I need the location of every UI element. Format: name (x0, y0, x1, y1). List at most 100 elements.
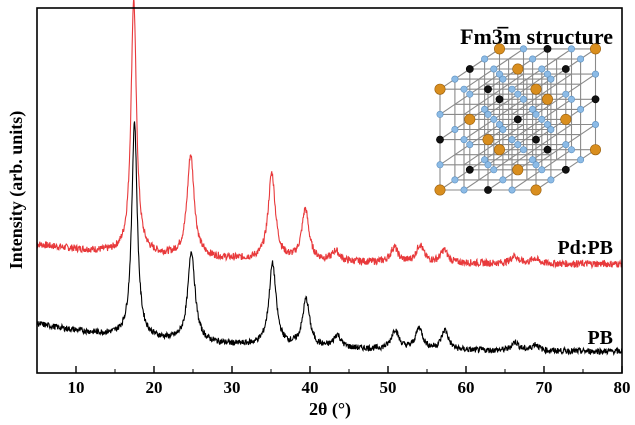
lattice-atom-blue (460, 136, 468, 144)
lattice-atom-blue (481, 156, 489, 164)
lattice-atom-blue (499, 75, 507, 83)
lattice-atom-gold (589, 43, 601, 55)
lattice-atom-black (561, 65, 570, 73)
lattice-atom-gold (493, 43, 505, 55)
lattice-atom-blue (490, 65, 498, 73)
lattice-atom-black (465, 65, 474, 73)
lattice-atom-blue (538, 115, 546, 123)
x-tick-label: 70 (536, 378, 553, 397)
lattice-inset (434, 43, 601, 196)
lattice-atom-blue (481, 105, 489, 113)
lattice-atom-blue (519, 146, 527, 154)
lattice-atom-gold (530, 83, 542, 95)
lattice-atom-gold (589, 144, 601, 156)
lattice-atom-blue (519, 45, 527, 53)
lattice-atom-blue (538, 65, 546, 73)
lattice-atom-blue (481, 55, 489, 63)
lattice-atom-blue (466, 90, 474, 98)
x-tick-label: 40 (302, 378, 319, 397)
lattice-bond (511, 154, 528, 166)
lattice-atom-black (436, 135, 444, 144)
lattice-atom-blue (591, 121, 599, 129)
lattice-atom-blue (508, 186, 516, 194)
lattice-atom-blue (460, 85, 468, 93)
lattice-atom-gold (560, 113, 572, 125)
lattice-atom-blue (466, 141, 474, 149)
lattice-atom-blue (519, 95, 527, 103)
lattice-atom-blue (490, 166, 498, 174)
x-tick-label: 30 (224, 378, 241, 397)
lattice-bond (463, 103, 480, 115)
x-tick-label: 20 (146, 378, 163, 397)
lattice-atom-gold (493, 144, 505, 156)
series-label-pb: PB (587, 327, 613, 349)
lattice-bond (541, 134, 557, 146)
lattice-atom-black (543, 145, 552, 154)
lattice-atom-black (543, 45, 552, 53)
lattice-bond (463, 154, 480, 166)
lattice-atom-blue (451, 75, 459, 83)
lattice-atom-black (484, 186, 492, 194)
lattice-atom-gold (482, 134, 494, 146)
lattice-atom-blue (567, 95, 575, 103)
lattice-bond (526, 144, 543, 156)
lattice-bond (478, 93, 495, 105)
lattice-atom-blue (451, 176, 459, 184)
lattice-atom-blue (508, 136, 516, 144)
lattice-atom-blue (538, 166, 546, 174)
lattice-atom-blue (495, 121, 503, 129)
lattice-atom-blue (451, 126, 459, 134)
lattice-atom-black (495, 95, 504, 104)
lattice-atom-blue (436, 161, 444, 169)
lattice-atom-blue (543, 121, 551, 129)
x-tick-label: 80 (614, 378, 631, 397)
lattice-atom-blue (577, 156, 585, 164)
lattice-bond (478, 144, 495, 156)
lattice-atom-black (513, 115, 522, 124)
lattice-atom-gold (530, 184, 542, 196)
x-ticks: 10 20 30 40 50 60 70 80 (36, 366, 631, 397)
lattice-atom-blue (484, 110, 492, 118)
series-label-pd-pb: Pd:PB (557, 237, 613, 259)
x-tick-label: 10 (68, 378, 85, 397)
lattice-atom-black (465, 165, 474, 174)
lattice-atom-blue (514, 141, 522, 149)
lattice-atom-blue (499, 126, 507, 134)
lattice-atom-blue (577, 105, 585, 113)
lattice-bond (526, 93, 543, 105)
traces (36, 0, 623, 356)
lattice-atom-blue (495, 70, 503, 78)
lattice-bond (556, 73, 572, 85)
lattice-atom-blue (508, 85, 516, 93)
lattice-atom-black (532, 135, 540, 144)
lattice-atom-blue (529, 156, 537, 164)
lattice-atom-blue (567, 146, 575, 154)
lattice-atom-blue (532, 161, 540, 169)
lattice-atom-blue (436, 110, 444, 118)
structure-title: Fm3̅m structure (460, 24, 613, 49)
lattice-atom-blue (514, 90, 522, 98)
plot-frame (36, 7, 623, 374)
lattice-atom-blue (499, 176, 507, 184)
x-axis-label: 2θ (°) (309, 399, 351, 420)
series-line-pb (36, 121, 623, 356)
lattice-atom-gold (464, 113, 476, 125)
lattice-atom-blue (591, 70, 599, 78)
lattice-atom-blue (543, 70, 551, 78)
lattice-atom-blue (567, 45, 575, 53)
x-tick-label: 50 (380, 378, 397, 397)
lattice-atom-blue (460, 186, 468, 194)
lattice-atom-blue (547, 126, 555, 134)
lattice-atom-blue (577, 55, 585, 63)
lattice-atom-blue (532, 110, 540, 118)
lattice-atom-blue (562, 141, 570, 149)
lattice-atom-gold (434, 83, 446, 95)
lattice-bond (511, 103, 528, 115)
lattice-atom-gold (541, 93, 553, 105)
lattice-bond (541, 83, 557, 95)
lattice-atom-blue (547, 176, 555, 184)
lattice-atom-blue (529, 105, 537, 113)
lattice-atom-blue (490, 115, 498, 123)
lattice-atom-black (591, 95, 600, 104)
lattice-atom-black (561, 165, 570, 174)
